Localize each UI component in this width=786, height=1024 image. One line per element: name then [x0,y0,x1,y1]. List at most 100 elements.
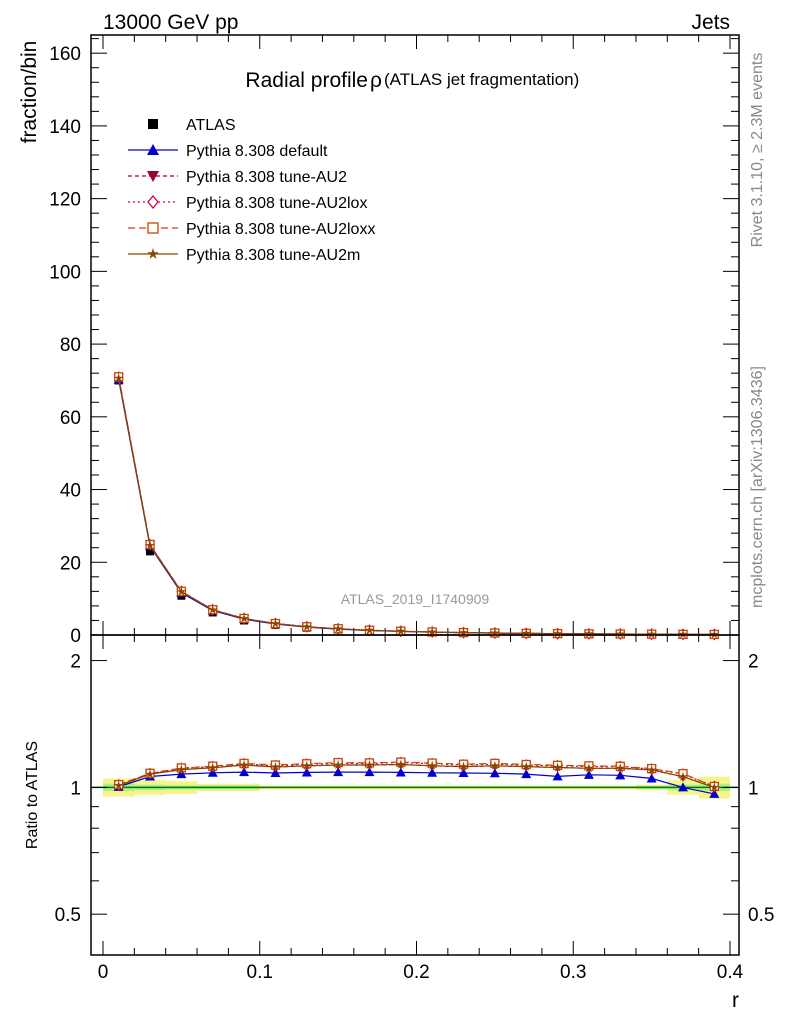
data-point [333,760,343,770]
main-y-tick-label: 100 [49,262,81,283]
ratio-y-tick-label: 0.5 [55,905,81,926]
data-point [489,768,500,778]
main-y-tick-label: 40 [60,481,81,502]
data-point [427,767,438,777]
data-point [239,760,249,770]
x-tick-label: 0.2 [403,962,429,983]
data-point [709,629,720,639]
data-point [302,621,312,631]
data-point [395,767,406,777]
ratio-axis-ticks [91,635,739,955]
series-line [118,761,715,788]
data-point [458,767,469,777]
data-point [208,762,218,772]
data-point [302,760,312,770]
legend-label: Pythia 8.308 default [186,143,328,160]
data-point [396,626,406,636]
data-point [364,767,375,777]
series-pythia-8-308-tune-au2m [113,759,720,792]
legend-entry: Pythia 8.308 tune-AU2 [128,169,347,186]
data-point [270,767,281,777]
legend-entry: Pythia 8.308 default [128,143,328,160]
x-tick-label: 0.3 [560,962,586,983]
chart-subtitle: (ATLAS jet fragmentation) [384,70,579,89]
data-point [239,613,249,623]
legend-marker [147,222,159,234]
data-point [146,547,155,556]
data-point [678,771,688,781]
data-point [646,773,657,783]
header-energy-label: 13000 GeV pp [103,11,238,34]
mcplots-source-label: mcplots.cern.ch [arXiv:1306.3436] [749,366,766,608]
ratio-y-tick-labels: 0.5 0.5 1 1 2 2 [55,652,775,927]
x-axis-label: r [732,989,739,1012]
data-point [270,618,281,628]
legend-marker [147,144,159,155]
header-process-label: Jets [691,11,730,34]
legend-entry: Pythia 8.308 tune-AU2m [128,247,360,264]
analysis-watermark: ATLAS_2019_I1740909 [341,591,490,607]
data-point [521,769,532,779]
ratio-y-axis-label: Ratio to ATLAS [24,741,41,849]
legend-label: Pythia 8.308 tune-AU2lox [186,195,367,212]
series-line [118,378,715,636]
data-point [113,780,124,790]
chart-title-symbol: ρ [370,69,382,92]
data-point [584,628,594,638]
main-y-tick-labels: 0 20 40 60 80 100 120 140 160 [49,44,81,647]
main-y-tick-label: 0 [70,626,81,647]
data-point [521,761,531,771]
data-point [270,762,281,771]
data-point [113,373,124,383]
data-point [490,760,500,770]
ratio-y-tick-label-right: 2 [748,652,759,673]
data-point [333,767,344,777]
data-point [552,771,563,781]
data-point [709,788,720,798]
legend-label: Pythia 8.308 tune-AU2loxx [186,221,375,238]
x-tick-label: 0.1 [247,962,273,983]
data-point [145,540,155,550]
ratio-panel: 0.5 0.51 12 2 0 0.1 0.2 0.3 0.4 Ratio to ATLAS … [24,634,775,1012]
data-point [176,586,187,596]
legend-label: Pythia 8.308 tune-AU2 [186,169,347,186]
main-panel: 0 20 40 60 80 100 120 140 160 fraction/bin Radia… [18,34,740,647]
data-point [145,769,155,779]
main-y-tick-label: 140 [49,117,81,138]
data-point [678,629,688,639]
legend: ATLAS Pythia 8.308 default Pythia 8.308 tu… [128,117,375,264]
data-point [552,628,563,638]
data-point [458,627,469,637]
legend-label: Pythia 8.308 tune-AU2m [186,247,360,264]
data-point [677,782,688,792]
legend-marker [147,171,159,182]
main-y-tick-label: 80 [60,335,81,356]
series-pythia-8-308-tune-au2m [113,373,720,639]
series-line [118,771,715,795]
legend-marker [148,119,158,129]
rivet-version-label: Rivet 3.1.10, ≥ 2.3M events [749,53,766,248]
data-point [427,760,437,770]
data-point [396,759,406,769]
legend-marker [147,248,159,259]
data-point [584,763,594,773]
ratio-panel-frame [90,634,740,956]
chart-title: Radial profile [245,69,368,92]
legend-entry: Pythia 8.308 tune-AU2loxx [128,221,375,238]
data-point [364,760,375,770]
ratio-y-tick-label-right: 1 [748,778,759,799]
data-point [239,767,250,777]
data-point [490,628,500,638]
legend-label: ATLAS [186,117,236,134]
legend-marker [147,194,159,210]
data-point [615,629,625,639]
data-point [333,623,343,633]
data-point [427,627,437,637]
legend-entry: ATLAS [148,117,236,134]
ratio-y-tick-label-right: 0.5 [748,905,774,926]
ratio-series-layer [113,756,720,798]
data-point [615,770,626,780]
data-point [615,763,625,773]
data-point [709,782,720,792]
data-point [646,629,657,639]
